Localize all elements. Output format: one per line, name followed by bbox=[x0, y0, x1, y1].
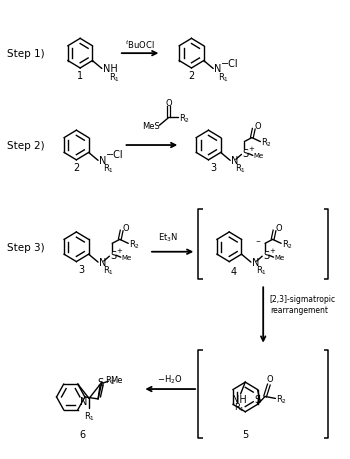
Text: S: S bbox=[243, 149, 248, 159]
Text: Me: Me bbox=[122, 255, 132, 261]
Text: R$_1$: R$_1$ bbox=[103, 264, 114, 277]
Text: 4: 4 bbox=[231, 267, 237, 277]
Text: N: N bbox=[99, 156, 106, 166]
Text: N: N bbox=[214, 64, 222, 74]
Text: Me: Me bbox=[274, 255, 285, 261]
Text: Step 2): Step 2) bbox=[7, 141, 45, 151]
Text: R$_1$: R$_1$ bbox=[256, 264, 267, 277]
Text: NH: NH bbox=[232, 394, 247, 404]
Text: N: N bbox=[80, 397, 87, 407]
Text: S: S bbox=[263, 251, 269, 261]
Text: [2,3]-sigmatropic
rearrangement: [2,3]-sigmatropic rearrangement bbox=[270, 294, 336, 314]
Text: Et$_3$N: Et$_3$N bbox=[158, 231, 178, 244]
Text: S: S bbox=[97, 377, 103, 387]
Text: O: O bbox=[266, 375, 273, 383]
Text: Step 1): Step 1) bbox=[7, 49, 45, 59]
Text: R$_2$: R$_2$ bbox=[261, 136, 272, 149]
Text: O: O bbox=[275, 224, 282, 233]
Text: 3: 3 bbox=[78, 264, 84, 274]
Text: O: O bbox=[166, 99, 172, 108]
Text: 6: 6 bbox=[79, 430, 85, 440]
Text: N: N bbox=[252, 257, 259, 268]
Text: $-$H$_2$O: $-$H$_2$O bbox=[157, 373, 183, 386]
Text: R$_1$: R$_1$ bbox=[235, 162, 246, 175]
Text: +: + bbox=[248, 146, 254, 152]
Text: 2: 2 bbox=[73, 162, 79, 173]
Text: N: N bbox=[99, 257, 106, 268]
Text: 3: 3 bbox=[210, 162, 216, 173]
Text: NH: NH bbox=[103, 64, 118, 74]
Text: R$_1$: R$_1$ bbox=[110, 71, 120, 84]
Text: 5: 5 bbox=[242, 430, 248, 440]
Text: MeS: MeS bbox=[142, 122, 160, 130]
Text: +: + bbox=[116, 248, 122, 254]
Text: R$_2$: R$_2$ bbox=[179, 112, 190, 124]
Text: −Cl: −Cl bbox=[106, 150, 123, 160]
Text: O: O bbox=[255, 122, 261, 131]
Text: R$_1$: R$_1$ bbox=[218, 71, 229, 84]
Text: R$_2$: R$_2$ bbox=[276, 392, 287, 405]
Text: 1: 1 bbox=[77, 71, 83, 81]
Text: S: S bbox=[254, 394, 261, 404]
Text: $^t$BuOCl: $^t$BuOCl bbox=[125, 39, 154, 51]
Text: 2: 2 bbox=[188, 71, 195, 81]
Text: R$_1$: R$_1$ bbox=[103, 162, 114, 175]
Text: $^-$: $^-$ bbox=[254, 237, 261, 246]
Text: R$_2$: R$_2$ bbox=[282, 238, 293, 250]
Text: S: S bbox=[110, 251, 117, 261]
Text: O: O bbox=[122, 224, 129, 233]
Text: R$_2$: R$_2$ bbox=[129, 238, 140, 250]
Text: Me: Me bbox=[110, 375, 123, 384]
Text: Step 3): Step 3) bbox=[7, 242, 45, 252]
Text: R$_2$: R$_2$ bbox=[105, 374, 116, 386]
Text: Me: Me bbox=[254, 153, 264, 159]
Text: R$_1$: R$_1$ bbox=[234, 401, 245, 413]
Text: −Cl: −Cl bbox=[221, 58, 238, 68]
Text: +: + bbox=[269, 248, 275, 254]
Text: R$_1$: R$_1$ bbox=[84, 410, 94, 423]
Text: N: N bbox=[231, 156, 238, 166]
